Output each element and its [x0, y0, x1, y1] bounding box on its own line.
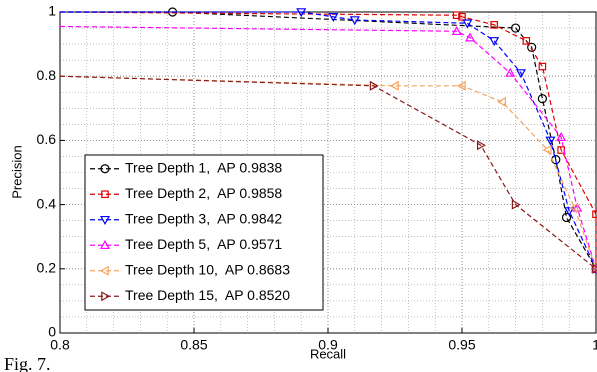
marker — [452, 11, 461, 20]
legend-label: Tree Depth 3, AP 0.9842 — [125, 210, 282, 226]
x-tick-label: 0.9 — [318, 337, 338, 353]
legend: Tree Depth 1, AP 0.9838 Tree Depth 2, AP … — [84, 154, 324, 311]
legend-box — [84, 154, 324, 311]
marker — [489, 37, 500, 47]
marker — [569, 202, 579, 213]
marker — [99, 215, 111, 225]
marker — [100, 164, 110, 174]
marker — [369, 80, 379, 91]
marker — [465, 32, 476, 42]
marker — [451, 26, 462, 36]
marker — [476, 140, 486, 151]
marker — [505, 67, 516, 77]
plot-frame — [59, 11, 597, 334]
x-tick-label: 0.85 — [180, 337, 207, 353]
caption: Fig. 7. — [4, 354, 51, 372]
y-tick-label: 0.4 — [37, 195, 57, 211]
legend-label: Tree Depth 1, AP 0.9838 — [125, 159, 282, 175]
legend-label: Tree Depth 5, AP 0.9571 — [125, 236, 282, 252]
marker — [99, 240, 111, 250]
marker — [389, 80, 399, 91]
marker — [538, 62, 547, 71]
x-axis-label: Recall — [310, 346, 346, 361]
marker — [515, 69, 526, 79]
marker — [496, 96, 506, 107]
legend-label: Tree Depth 10, AP 0.8683 — [125, 261, 290, 277]
marker — [101, 190, 109, 199]
y-tick-label: 0.2 — [37, 260, 57, 276]
marker — [592, 210, 597, 219]
y-tick-label: 1 — [48, 3, 56, 19]
x-tick-label: 0.8 — [50, 337, 70, 353]
marker — [545, 136, 556, 146]
marker — [527, 42, 537, 52]
marker — [349, 16, 360, 26]
x-tick-label: 0.95 — [448, 337, 475, 353]
marker — [99, 265, 109, 276]
marker — [542, 145, 552, 156]
marker — [522, 37, 531, 45]
marker — [490, 21, 498, 29]
marker — [296, 8, 307, 18]
y-tick-label: 0.8 — [37, 67, 57, 83]
marker — [564, 207, 575, 217]
y-tick-label: 0.6 — [37, 131, 57, 147]
x-tick-label: 1 — [592, 337, 597, 353]
legend-label: Tree Depth 15, AP 0.8520 — [125, 287, 290, 303]
legend-label: Tree Depth 2, AP 0.9858 — [125, 185, 282, 201]
marker — [556, 131, 567, 141]
marker — [592, 263, 597, 274]
y-axis-label: Precision — [9, 145, 24, 198]
marker — [101, 291, 111, 302]
marker — [328, 13, 339, 23]
marker — [462, 19, 473, 29]
marker — [456, 80, 466, 91]
marker — [510, 23, 521, 33]
marker — [561, 212, 572, 223]
marker — [590, 263, 597, 273]
marker — [458, 13, 466, 21]
y-tick-label: 0 — [48, 324, 56, 340]
marker — [537, 94, 548, 104]
marker — [511, 199, 521, 210]
series-line — [59, 11, 597, 269]
series-line — [59, 75, 597, 270]
